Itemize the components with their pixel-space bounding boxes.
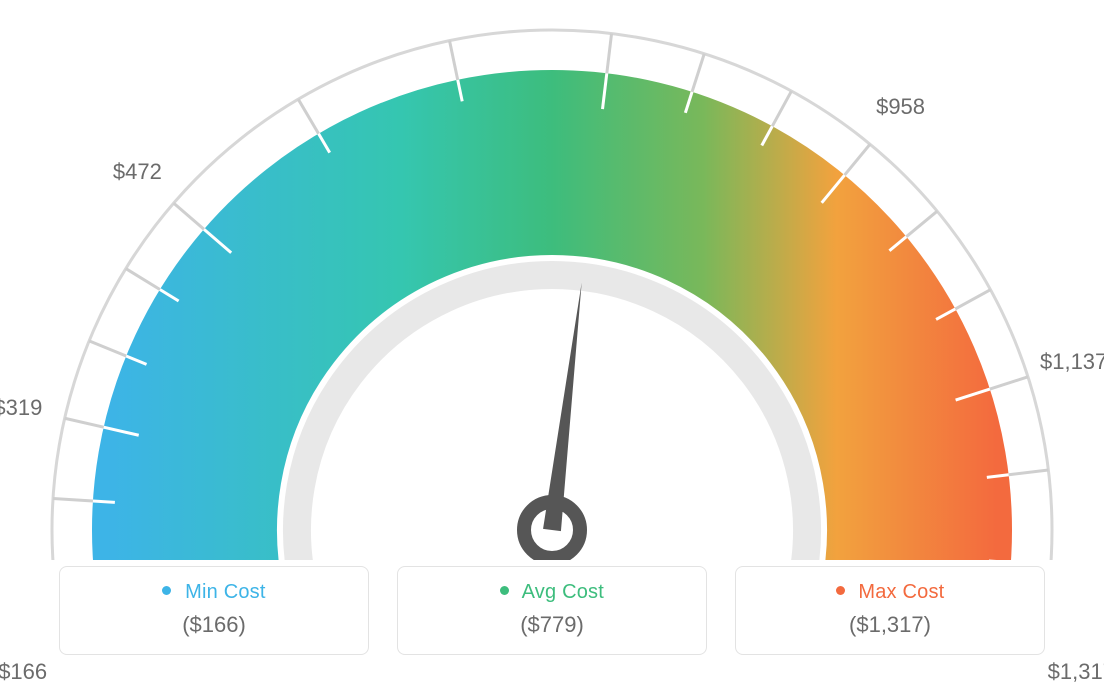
gauge-tick-outer — [990, 377, 1028, 389]
legend-title-avg: Avg Cost — [398, 581, 706, 604]
gauge-tick-label: $472 — [113, 159, 162, 185]
gauge-tick-label: $166 — [0, 659, 47, 685]
gauge-tick-outer — [955, 290, 990, 309]
gauge-tick-outer — [126, 269, 160, 290]
dot-icon — [162, 586, 171, 595]
legend-value-max: ($1,317) — [736, 612, 1044, 638]
gauge-tick-label: $319 — [0, 395, 42, 421]
legend-title-text: Min Cost — [185, 581, 266, 603]
legend-card-min: Min Cost ($166) — [59, 566, 369, 655]
gauge-tick-outer — [692, 54, 704, 92]
legend-title-min: Min Cost — [60, 581, 368, 604]
legend-card-max: Max Cost ($1,317) — [735, 566, 1045, 655]
gauge-tick-outer — [607, 34, 612, 74]
gauge-tick-outer — [53, 499, 93, 502]
gauge-needle — [543, 283, 582, 531]
legend-value-avg: ($779) — [398, 612, 706, 638]
dot-icon — [836, 586, 845, 595]
gauge-tick-label: $1,137 — [1040, 349, 1104, 375]
gauge-tick-label: $1,317 — [1048, 659, 1104, 685]
gauge-tick-outer — [906, 211, 937, 237]
gauge-tick-outer — [298, 99, 318, 133]
gauge-tick-outer — [65, 418, 104, 427]
legend-row: Min Cost ($166) Avg Cost ($779) Max Cost… — [0, 566, 1104, 655]
legend-title-max: Max Cost — [736, 581, 1044, 604]
gauge-tick-outer — [845, 144, 870, 175]
gauge-tick-outer — [450, 41, 458, 80]
legend-card-avg: Avg Cost ($779) — [397, 566, 707, 655]
gauge-tick-outer — [1009, 470, 1049, 475]
dot-icon — [500, 586, 509, 595]
gauge-tick-outer — [772, 91, 791, 126]
gauge-svg — [0, 0, 1104, 560]
gauge-chart: $166$319$472$779$958$1,137$1,317 — [0, 0, 1104, 560]
legend-title-text: Avg Cost — [522, 581, 604, 603]
gauge-tick-outer — [174, 203, 204, 229]
gauge-tick-label: $958 — [876, 94, 925, 120]
legend-title-text: Max Cost — [858, 581, 944, 603]
gauge-tick-outer — [89, 341, 126, 356]
legend-value-min: ($166) — [60, 612, 368, 638]
gauge-tick — [93, 501, 115, 502]
